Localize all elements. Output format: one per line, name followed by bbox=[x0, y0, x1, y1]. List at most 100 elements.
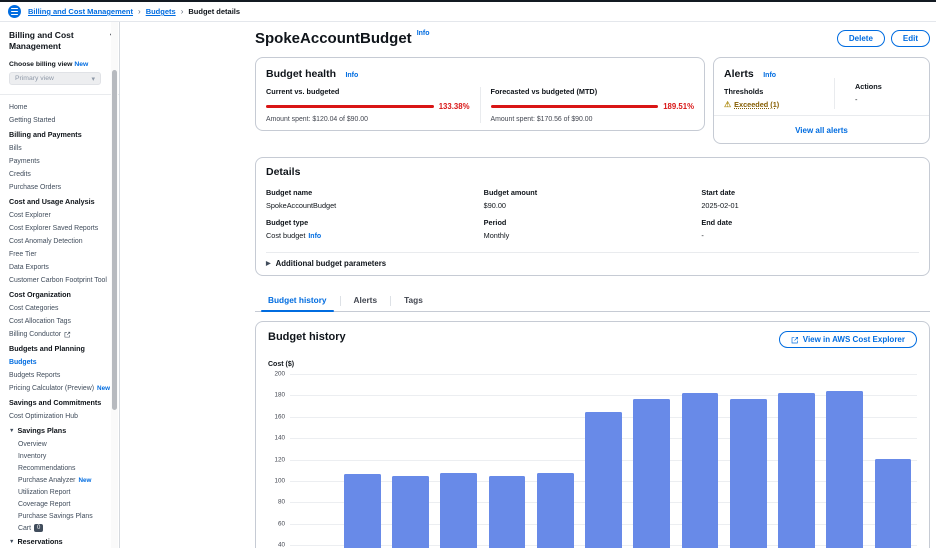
sidebar-item-recommendations[interactable]: Recommendations bbox=[9, 462, 110, 474]
page-header: SpokeAccountBudget Info Delete Edit bbox=[255, 30, 930, 47]
view-all-alerts-link[interactable]: View all alerts bbox=[795, 126, 848, 135]
sidebar-item-cost-allocation-tags[interactable]: Cost Allocation Tags bbox=[9, 315, 110, 328]
sidebar-item-data-exports[interactable]: Data Exports bbox=[9, 261, 110, 274]
chart-gridline bbox=[290, 374, 917, 375]
chart-bar-oct-2024[interactable] bbox=[681, 393, 719, 548]
page-info-link[interactable]: Info bbox=[416, 30, 430, 37]
sidebar-item-label: Budgets Reports bbox=[9, 372, 61, 380]
sidebar-item-overview[interactable]: Overview bbox=[9, 438, 110, 450]
sidebar-item-label: Reservations bbox=[17, 537, 63, 547]
sidebar-scrollbar-thumb[interactable] bbox=[112, 70, 117, 410]
billing-view-select[interactable]: Primary view ▾ bbox=[9, 72, 101, 86]
actions-label: Actions bbox=[855, 82, 882, 91]
chart-bar-aug-2024[interactable] bbox=[585, 412, 622, 548]
health-column-divider bbox=[479, 87, 481, 123]
alerts-body: Alerts Info Thresholds ⚠ Exceeded (1) Ac… bbox=[714, 58, 929, 115]
edit-button[interactable]: Edit bbox=[890, 30, 930, 47]
detail-info-link[interactable]: Info bbox=[308, 233, 322, 240]
delete-button[interactable]: Delete bbox=[836, 30, 885, 47]
sidebar-item-billing-conductor[interactable]: Billing Conductor bbox=[9, 328, 110, 341]
chart-y-tick-label: 40 bbox=[277, 541, 285, 548]
chart-bar-dec-2024[interactable] bbox=[778, 393, 815, 548]
additional-parameters-toggle[interactable]: ▶ Additional budget parameters bbox=[266, 253, 919, 275]
sidebar-item-purchase-analyzer[interactable]: Purchase Analyzer New bbox=[9, 474, 110, 486]
chart-bar-mar-2024[interactable] bbox=[344, 473, 381, 548]
sidebar-item-cart[interactable]: Cart 0 bbox=[9, 522, 110, 534]
chart-bar-jun-2024[interactable] bbox=[488, 476, 526, 548]
sidebar-item-pricing-calculator-preview[interactable]: Pricing Calculator (Preview) New bbox=[9, 382, 110, 395]
current-progress-bar bbox=[266, 105, 434, 108]
sidebar-item-label: Payments bbox=[9, 158, 40, 166]
sidebar-item-coverage-report[interactable]: Coverage Report bbox=[9, 498, 110, 510]
detail-field-label: Period bbox=[483, 218, 507, 227]
sidebar-item-label: Customer Carbon Footprint Tool bbox=[9, 277, 107, 285]
billing-view-selected: Primary view bbox=[15, 75, 54, 83]
chart-bar-may-2024[interactable] bbox=[440, 472, 478, 548]
tab-tags[interactable]: Tags bbox=[404, 295, 423, 305]
sidebar-item-cost-anomaly-detection[interactable]: Cost Anomaly Detection bbox=[9, 235, 110, 248]
budget-health-title: Budget health bbox=[266, 68, 336, 80]
breadcrumb-link[interactable]: Budgets bbox=[145, 7, 176, 16]
sidebar-item-free-tier[interactable]: Free Tier bbox=[9, 248, 110, 261]
forecast-progress-row: 189.51% bbox=[490, 102, 694, 111]
chart-gridline bbox=[290, 395, 917, 397]
menu-icon[interactable] bbox=[8, 5, 21, 18]
view-in-cost-explorer-button[interactable]: View in AWS Cost Explorer bbox=[778, 331, 917, 348]
sidebar-item-cost-explorer[interactable]: Cost Explorer bbox=[9, 209, 110, 222]
sidebar-item-home[interactable]: Home bbox=[9, 101, 110, 114]
tab-separator bbox=[339, 295, 341, 306]
chart-y-tick-label: 120 bbox=[274, 456, 285, 464]
sidebar-item-budgets-reports[interactable]: Budgets Reports bbox=[9, 369, 110, 382]
chart-bar-apr-2024[interactable] bbox=[392, 476, 429, 548]
caret-down-icon: ▼ bbox=[9, 538, 15, 545]
chart-bar-sep-2024[interactable] bbox=[633, 399, 671, 548]
sidebar-item-cost-optimization-hub[interactable]: Cost Optimization Hub bbox=[9, 410, 110, 423]
detail-field-label: Budget type bbox=[266, 218, 309, 227]
tab-budget-history[interactable]: Budget history bbox=[255, 290, 340, 312]
chart-bar-feb-2025-mtd-[interactable] bbox=[874, 459, 912, 548]
sidebar-item-getting-started[interactable]: Getting Started bbox=[9, 114, 110, 127]
view-in-cost-explorer-label: View in AWS Cost Explorer bbox=[802, 335, 905, 344]
sidebar-item-inventory[interactable]: Inventory bbox=[9, 450, 110, 462]
sidebar-item-utilization-report[interactable]: Utilization Report bbox=[9, 486, 110, 498]
sidebar-item-cost-explorer-saved-reports[interactable]: Cost Explorer Saved Reports bbox=[9, 222, 110, 235]
sidebar-item-budgets[interactable]: Budgets bbox=[9, 356, 110, 369]
sidebar-item-purchase-savings-plans[interactable]: Purchase Savings Plans bbox=[9, 510, 110, 522]
sidebar-item-reservations[interactable]: ▼ Reservations bbox=[9, 534, 110, 548]
budget-health-info-link[interactable]: Info bbox=[345, 72, 359, 79]
sidebar-item-label: Utilization Report bbox=[18, 488, 71, 496]
sidebar-scrollbar[interactable] bbox=[111, 22, 118, 548]
tab-bar: Budget history Alerts Tags bbox=[255, 290, 930, 312]
chart-bar-slot bbox=[579, 374, 627, 548]
details-title: Details bbox=[266, 166, 301, 178]
current-label: Current vs. budgeted bbox=[266, 87, 340, 96]
page-title: SpokeAccountBudget bbox=[255, 30, 412, 47]
chart-bar-nov-2024[interactable] bbox=[729, 398, 767, 548]
sidebar-item-label: Purchase Savings Plans bbox=[18, 512, 93, 520]
sidebar-title: Billing and Cost Management bbox=[9, 30, 74, 51]
sidebar-item-purchase-orders[interactable]: Purchase Orders bbox=[9, 181, 110, 194]
alerts-info-link[interactable]: Info bbox=[763, 72, 777, 79]
budget-history-panel: Budget history View in AWS Cost Explorer… bbox=[255, 321, 930, 548]
sidebar-item-credits[interactable]: Credits bbox=[9, 168, 110, 181]
sidebar-item-customer-carbon-footprint-tool[interactable]: Customer Carbon Footprint Tool bbox=[9, 274, 110, 287]
chart-y-tick-label: 60 bbox=[277, 520, 285, 528]
breadcrumb-current: Budget details bbox=[188, 7, 241, 16]
chart-y-axis: 020406080100120140160180200 bbox=[268, 371, 290, 548]
current-progress-row: 133.38% bbox=[266, 102, 470, 111]
sidebar-item-bills[interactable]: Bills bbox=[9, 142, 110, 155]
sidebar-section-header: Budgets and Planning bbox=[9, 341, 110, 356]
chart-bar-jan-2025[interactable] bbox=[826, 390, 864, 548]
tab-alerts[interactable]: Alerts bbox=[353, 295, 378, 305]
sidebar-item-savings-plans[interactable]: ▼ Savings Plans bbox=[9, 423, 110, 438]
sidebar-item-payments[interactable]: Payments bbox=[9, 155, 110, 168]
sidebar-item-label: Purchase Orders bbox=[9, 184, 62, 192]
breadcrumb-link[interactable]: Billing and Cost Management bbox=[28, 7, 134, 16]
billing-view-label: Choose billing view New bbox=[0, 51, 119, 68]
thresholds-label: Thresholds bbox=[724, 87, 764, 96]
sidebar-item-cost-categories[interactable]: Cost Categories bbox=[9, 302, 110, 315]
chart-bar-jul-2024[interactable] bbox=[536, 472, 574, 548]
detail-field-value: Cost budget Info bbox=[266, 231, 322, 240]
threshold-exceeded-link[interactable]: ⚠ Exceeded (1) bbox=[724, 100, 824, 109]
chart-bar-slot bbox=[772, 374, 820, 548]
